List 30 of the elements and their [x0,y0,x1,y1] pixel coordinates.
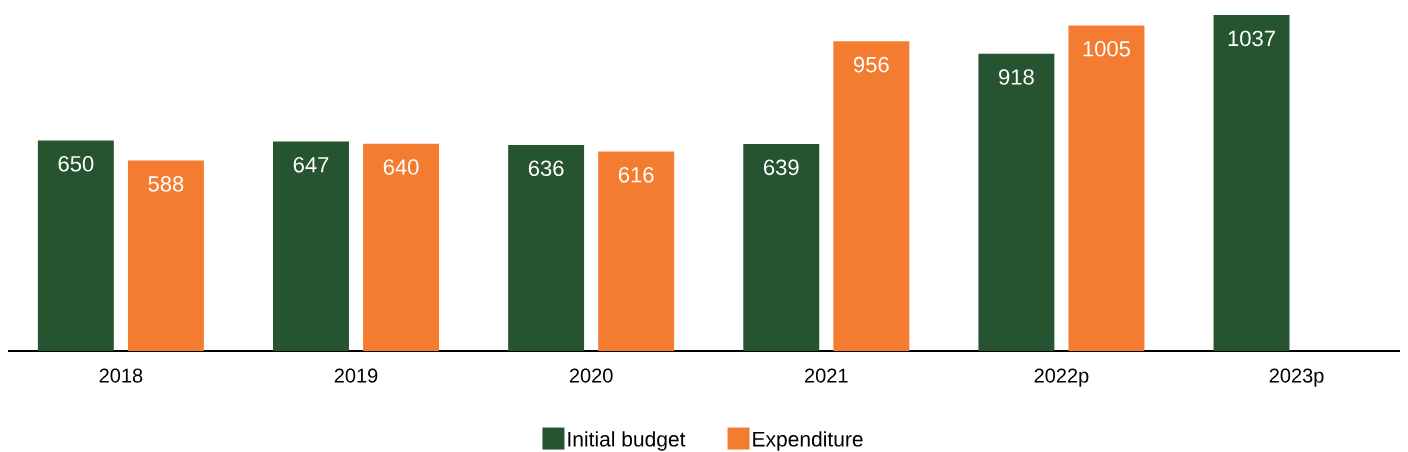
x-tick-label: 2018 [99,368,143,383]
bar [1068,25,1145,351]
bar [273,141,349,351]
data-label: 616 [618,166,654,183]
data-label: 650 [58,155,94,172]
x-tick-label: 2021 [805,368,848,383]
bar [833,41,910,351]
x-tick-label: 2019 [334,368,378,383]
data-label: 918 [999,69,1034,85]
bar [127,160,204,351]
bar [1213,15,1290,351]
bar [508,144,585,351]
data-label: 640 [383,159,419,175]
data-label: 639 [764,159,799,176]
data-label: 588 [148,176,184,192]
legend-label: Expenditure [753,431,863,451]
x-tick-label: 2023p [1269,368,1324,387]
bar [37,140,114,351]
bar [743,144,820,351]
data-label: 956 [854,56,889,73]
bar [978,53,1055,351]
x-tick-label: 2020 [569,368,613,383]
x-tick-label: 2022p [1034,368,1089,387]
legend-label: Initial budget [568,431,686,451]
bar [598,151,675,351]
data-label: 1037 [1228,30,1275,47]
data-label: 636 [528,160,564,177]
bar [363,143,440,351]
data-label: 647 [293,156,329,173]
data-label: 1005 [1083,41,1130,57]
